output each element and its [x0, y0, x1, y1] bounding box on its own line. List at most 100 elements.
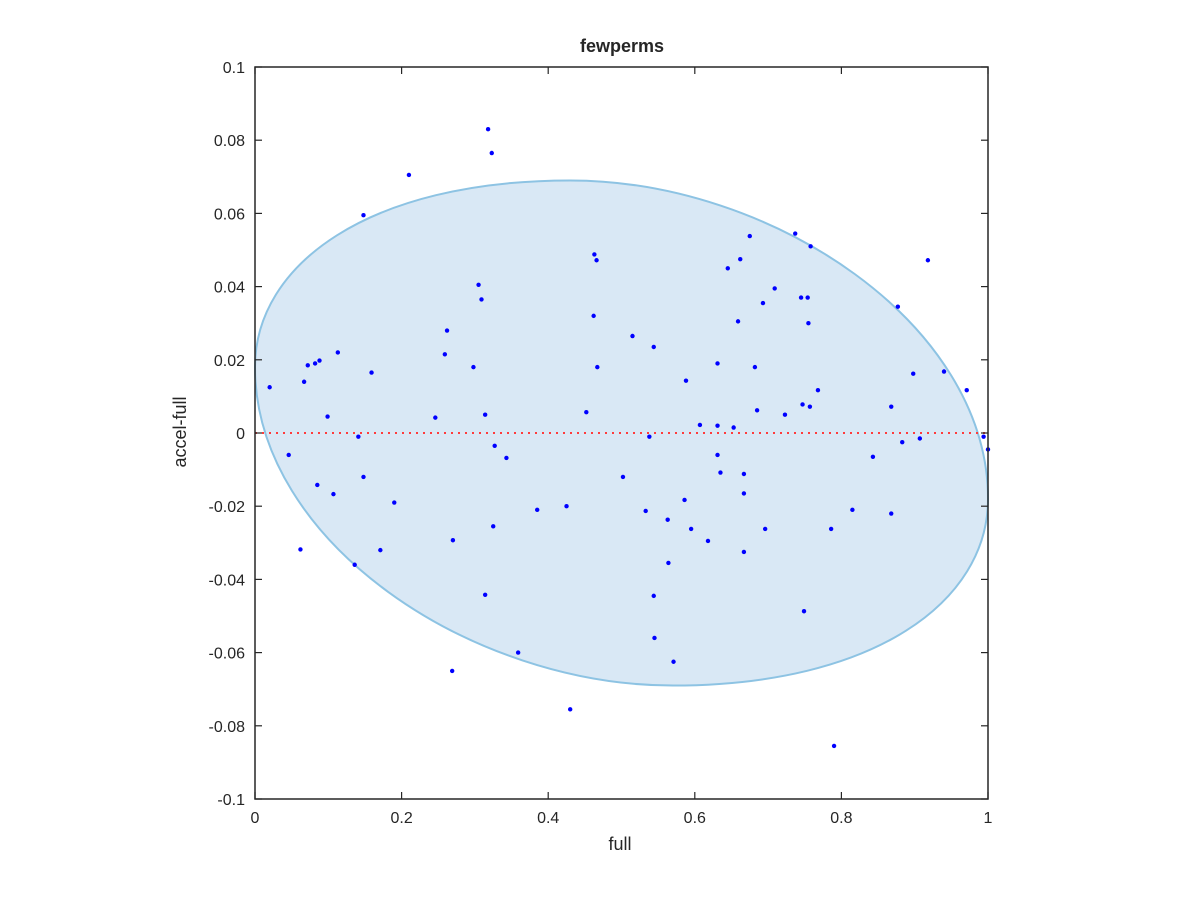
data-point	[828, 526, 834, 532]
data-point	[492, 443, 497, 449]
data-point	[361, 213, 366, 218]
x-tick-label: 0	[251, 810, 260, 827]
data-point	[683, 378, 689, 383]
chart-title: fewperms	[580, 36, 664, 56]
data-point	[317, 358, 322, 363]
data-point	[941, 369, 947, 374]
data-point	[806, 321, 811, 326]
data-point	[504, 455, 509, 461]
data-point	[476, 282, 481, 287]
data-point	[444, 328, 450, 333]
x-tick-label: 0.8	[830, 810, 852, 827]
data-point	[911, 371, 916, 376]
data-point	[352, 562, 357, 567]
data-point	[705, 538, 711, 544]
data-point	[671, 659, 676, 664]
data-point	[741, 471, 747, 477]
data-point	[595, 364, 600, 370]
points-layer	[267, 127, 991, 749]
data-point	[584, 409, 589, 415]
data-point	[643, 508, 648, 514]
data-point	[798, 295, 804, 300]
data-point	[793, 231, 798, 236]
y-ticks: -0.1 -0.08 -0.06 -0.04 -0.02 0 0.02 0.04 0.06 0.0…	[209, 60, 988, 809]
data-point	[850, 507, 855, 513]
data-point	[815, 387, 821, 393]
data-point	[715, 452, 720, 458]
data-point	[889, 511, 894, 516]
data-point	[591, 313, 596, 319]
data-point	[479, 297, 484, 302]
x-axis-title: full	[608, 834, 631, 854]
y-tick-label: -0.02	[209, 499, 246, 516]
data-point	[647, 434, 652, 439]
data-point	[482, 412, 488, 417]
y-tick-label: 0.1	[223, 60, 245, 77]
data-point	[442, 352, 448, 357]
data-point	[392, 500, 397, 505]
data-point	[315, 482, 320, 488]
x-tick-label: 0.6	[684, 810, 706, 827]
data-point	[762, 526, 768, 532]
data-point	[925, 258, 931, 263]
data-point	[652, 635, 657, 641]
data-point	[682, 497, 687, 503]
data-point	[406, 172, 412, 178]
data-point	[630, 333, 635, 339]
data-point	[433, 415, 438, 420]
data-point	[325, 414, 330, 419]
data-point	[651, 344, 656, 350]
data-point	[298, 547, 303, 552]
data-point	[741, 549, 747, 555]
data-point	[889, 404, 894, 409]
y-tick-label: 0	[236, 426, 245, 443]
data-point	[752, 364, 758, 370]
y-tick-label: 0.06	[214, 206, 245, 223]
ellipse-layer	[253, 179, 990, 687]
data-point	[485, 127, 491, 132]
data-point	[491, 524, 496, 529]
data-point	[535, 507, 540, 513]
data-point	[741, 491, 747, 496]
data-point	[356, 434, 361, 439]
data-point	[801, 609, 807, 614]
data-point	[331, 491, 336, 497]
confidence-ellipse	[253, 179, 990, 687]
data-point	[808, 244, 813, 249]
x-tick-label: 0.2	[390, 810, 412, 827]
data-point	[772, 286, 777, 291]
data-point	[831, 743, 837, 749]
x-tick-label: 1	[984, 810, 993, 827]
y-tick-label: -0.04	[209, 572, 246, 589]
data-point	[564, 504, 569, 509]
data-point	[312, 361, 318, 366]
data-point	[361, 474, 366, 480]
y-axis-title: accel-full	[170, 396, 190, 467]
data-point	[800, 402, 805, 407]
data-point	[981, 434, 986, 439]
data-point	[369, 370, 374, 375]
y-tick-label: -0.08	[209, 719, 246, 736]
data-point	[900, 439, 905, 445]
data-point	[725, 266, 730, 271]
data-point	[870, 454, 876, 459]
y-tick-label: 0.02	[214, 353, 245, 370]
data-point	[267, 385, 272, 390]
data-point	[449, 668, 455, 674]
data-point	[471, 364, 476, 370]
data-point	[594, 258, 599, 263]
data-point	[754, 408, 760, 413]
data-point	[620, 474, 626, 480]
data-point	[697, 422, 703, 428]
data-point	[335, 350, 341, 355]
data-point	[651, 593, 656, 599]
y-tick-label: 0.08	[214, 133, 245, 150]
data-point	[688, 526, 694, 532]
data-point	[305, 363, 310, 368]
data-point	[760, 300, 766, 306]
x-tick-label: 0.4	[537, 810, 559, 827]
data-point	[917, 436, 923, 441]
data-point	[807, 404, 813, 409]
data-point	[286, 452, 291, 458]
